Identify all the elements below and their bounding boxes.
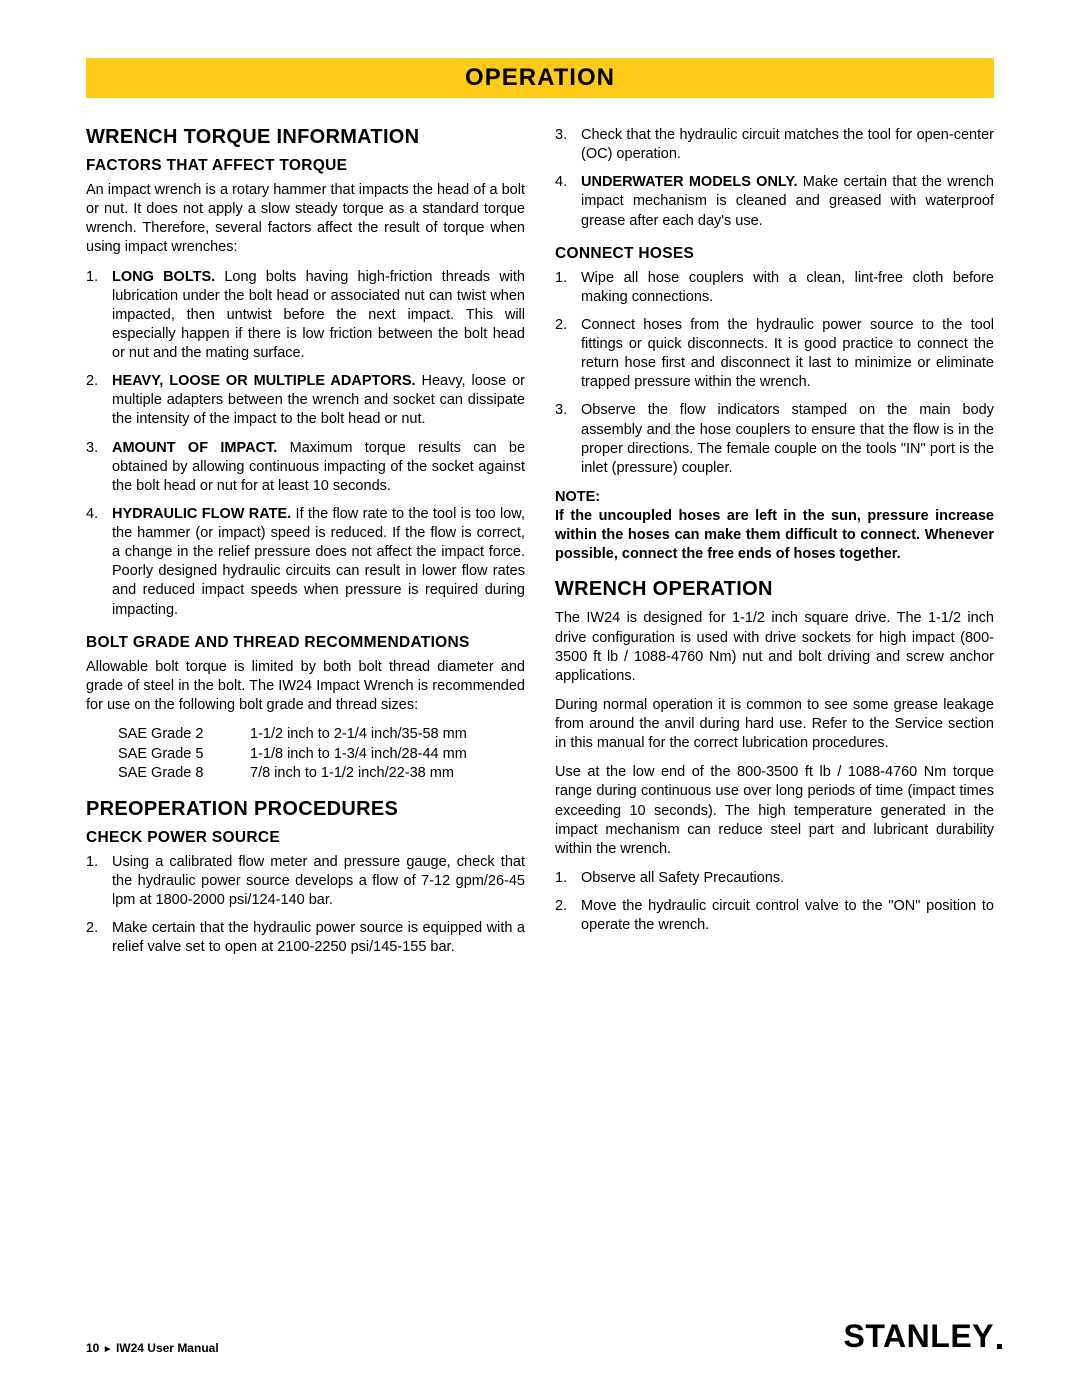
content-columns: WRENCH TORQUE INFORMATION FACTORS THAT A…	[86, 126, 994, 967]
list-item: Make certain that the hydraulic power so…	[86, 919, 525, 957]
item-lead: LONG BOLTS.	[112, 269, 215, 285]
item-body: Check that the hydraulic circuit matches…	[581, 127, 994, 162]
grade-name: SAE Grade 2	[118, 725, 250, 745]
item-lead: AMOUNT OF IMPACT.	[112, 440, 277, 456]
right-column: Check that the hydraulic circuit matches…	[555, 126, 994, 967]
connect-hoses-list: Wipe all hose couplers with a clean, lin…	[555, 269, 994, 478]
bolt-grade-intro: Allowable bolt torque is limited by both…	[86, 658, 525, 715]
grade-name: SAE Grade 5	[118, 745, 250, 765]
list-item: Using a calibrated flow meter and pressu…	[86, 853, 525, 910]
table-row: SAE Grade 5 1-1/8 inch to 1-3/4 inch/28-…	[118, 745, 525, 765]
grade-size: 1-1/8 inch to 1-3/4 inch/28-44 mm	[250, 745, 525, 765]
note-body: If the uncoupled hoses are left in the s…	[555, 507, 994, 564]
check-power-list: Using a calibrated flow meter and pressu…	[86, 853, 525, 958]
list-item: AMOUNT OF IMPACT. Maximum torque results…	[86, 439, 525, 496]
left-column: WRENCH TORQUE INFORMATION FACTORS THAT A…	[86, 126, 525, 967]
triangle-icon: ►	[103, 1344, 113, 1355]
list-item: Move the hydraulic circuit control valve…	[555, 897, 994, 935]
heading-check-power: CHECK POWER SOURCE	[86, 829, 525, 847]
list-item: Observe the flow indicators stamped on t…	[555, 401, 994, 478]
list-item: Connect hoses from the hydraulic power s…	[555, 316, 994, 393]
grade-size: 7/8 inch to 1-1/2 inch/22-38 mm	[250, 764, 525, 784]
item-body: If the flow rate to the tool is too low,…	[112, 506, 525, 618]
list-item: LONG BOLTS. Long bolts having high-frict…	[86, 268, 525, 364]
wrench-op-p2: During normal operation it is common to …	[555, 696, 994, 753]
list-item: Observe all Safety Precautions.	[555, 869, 994, 888]
brand-logo: STANLEY	[844, 1318, 994, 1355]
heading-connect-hoses: CONNECT HOSES	[555, 245, 994, 263]
grade-size: 1-1/2 inch to 2-1/4 inch/35-58 mm	[250, 725, 525, 745]
page-number: 10	[86, 1341, 99, 1355]
footer-left: 10 ► IW24 User Manual	[86, 1341, 219, 1355]
list-item: HEAVY, LOOSE OR MULTIPLE ADAPTORS. Heavy…	[86, 372, 525, 429]
list-item: Check that the hydraulic circuit matches…	[555, 126, 994, 164]
note-label: NOTE:	[555, 488, 994, 507]
heading-bolt-grade: BOLT GRADE AND THREAD RECOMMENDATIONS	[86, 634, 525, 652]
wrench-op-list: Observe all Safety Precautions. Move the…	[555, 869, 994, 935]
heading-wrench-op: WRENCH OPERATION	[555, 578, 994, 601]
list-item: HYDRAULIC FLOW RATE. If the flow rate to…	[86, 505, 525, 620]
wrench-op-p3: Use at the low end of the 800-3500 ft lb…	[555, 763, 994, 859]
item-lead: HYDRAULIC FLOW RATE.	[112, 506, 291, 522]
page-footer: 10 ► IW24 User Manual STANLEY	[86, 1318, 994, 1355]
item-lead: HEAVY, LOOSE OR MULTIPLE ADAPTORS.	[112, 373, 416, 389]
list-item: Wipe all hose couplers with a clean, lin…	[555, 269, 994, 307]
page-banner: OPERATION	[86, 58, 994, 98]
heading-torque-info: WRENCH TORQUE INFORMATION	[86, 126, 525, 149]
note-block: NOTE: If the uncoupled hoses are left in…	[555, 488, 994, 565]
factors-list: LONG BOLTS. Long bolts having high-frict…	[86, 268, 525, 620]
table-row: SAE Grade 8 7/8 inch to 1-1/2 inch/22-38…	[118, 764, 525, 784]
grade-table: SAE Grade 2 1-1/2 inch to 2-1/4 inch/35-…	[118, 725, 525, 784]
check-power-list-cont: Check that the hydraulic circuit matches…	[555, 126, 994, 231]
grade-name: SAE Grade 8	[118, 764, 250, 784]
table-row: SAE Grade 2 1-1/2 inch to 2-1/4 inch/35-…	[118, 725, 525, 745]
heading-factors: FACTORS THAT AFFECT TORQUE	[86, 157, 525, 175]
factors-intro: An impact wrench is a rotary hammer that…	[86, 181, 525, 258]
list-item: UNDERWATER MODELS ONLY. Make certain tha…	[555, 173, 994, 230]
doc-title: IW24 User Manual	[116, 1341, 219, 1355]
wrench-op-p1: The IW24 is designed for 1-1/2 inch squa…	[555, 609, 994, 686]
item-lead: UNDERWATER MODELS ONLY.	[581, 174, 798, 190]
banner-title: OPERATION	[465, 64, 615, 92]
heading-preop: PREOPERATION PROCEDURES	[86, 798, 525, 821]
